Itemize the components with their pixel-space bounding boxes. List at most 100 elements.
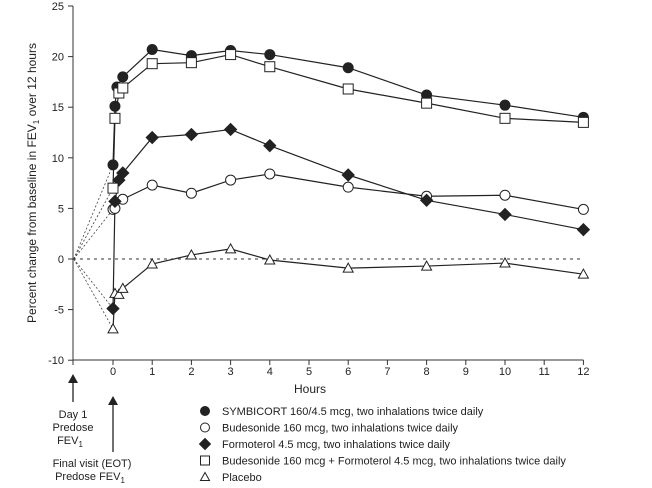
x-tick-label: 12 — [577, 366, 589, 378]
marker-filled-diamond — [116, 166, 130, 180]
legend-label: SYMBICORT 160/4.5 mcg, two inhalations t… — [222, 406, 484, 418]
svg-text:Predose FEV1: Predose FEV1 — [55, 471, 125, 485]
marker-filled-diamond — [106, 301, 120, 316]
y-tick-label: 10 — [52, 153, 64, 165]
x-tick-label: 9 — [463, 366, 469, 378]
marker-open-triangle — [199, 471, 211, 481]
y-tick-label: 5 — [58, 203, 64, 215]
marker-filled-circle — [499, 99, 511, 111]
marker-filled-diamond — [576, 222, 591, 237]
marker-filled-diamond — [184, 127, 199, 142]
marker-filled-diamond — [341, 168, 355, 182]
marker-filled-diamond — [498, 207, 512, 222]
x-tick-label: 4 — [267, 366, 273, 378]
arrow-up-icon — [68, 374, 78, 383]
marker-filled-diamond — [145, 130, 159, 145]
marker-open-circle — [146, 179, 158, 191]
marker-open-square — [264, 61, 276, 73]
marker-open-triangle — [499, 257, 511, 268]
marker-filled-diamond — [108, 194, 122, 209]
marker-open-circle — [342, 181, 354, 193]
marker-filled-circle — [342, 62, 354, 74]
marker-open-square — [185, 57, 197, 69]
marker-open-square — [107, 182, 119, 194]
y-tick-label: 25 — [52, 1, 64, 13]
marker-filled-circle — [109, 100, 121, 112]
y-tick-label: -10 — [48, 355, 64, 367]
arrow-up-icon — [108, 396, 118, 405]
marker-open-circle — [185, 187, 197, 199]
x-tick-label: 1 — [149, 366, 155, 378]
marker-filled-circle — [264, 49, 276, 61]
legend-label: Budesonide 160 mcg, two inhalations twic… — [222, 423, 459, 435]
x-tick-label: 6 — [345, 366, 351, 378]
day1-annotation: Day 1 Predose FEV1 — [53, 409, 94, 449]
marker-open-circle — [577, 203, 589, 215]
marker-open-triangle — [224, 242, 237, 254]
plot-area — [73, 44, 591, 334]
legend-label: Budesonide 160 mcg + Formoterol 4.5 mcg,… — [222, 456, 566, 468]
x-tick-label: 11 — [538, 366, 549, 378]
marker-open-triangle — [263, 253, 276, 265]
series-line — [112, 248, 584, 329]
y-axis-label: Percent change from baseline in FEV1 ove… — [25, 43, 41, 323]
baseline-dashed-connector — [73, 164, 114, 260]
x-tick-label: 8 — [424, 366, 430, 378]
baseline-dashed-connector — [73, 187, 114, 260]
x-tick-label: 7 — [384, 366, 390, 378]
marker-open-triangle — [146, 258, 159, 269]
marker-open-square — [200, 455, 210, 466]
x-tick-label: 2 — [188, 366, 194, 378]
y-tick-label: 20 — [52, 52, 64, 64]
marker-open-triangle — [420, 260, 433, 271]
marker-open-triangle — [342, 262, 355, 273]
y-tick-label: 0 — [58, 254, 64, 266]
marker-open-circle — [264, 168, 276, 180]
marker-filled-circle — [200, 406, 210, 416]
series-line — [112, 128, 584, 309]
marker-open-triangle — [116, 282, 129, 293]
marker-filled-circle — [146, 44, 158, 56]
marker-open-square — [499, 112, 511, 124]
marker-filled-diamond — [198, 437, 212, 451]
marker-open-square — [225, 49, 237, 61]
marker-filled-circle — [107, 159, 119, 171]
x-tick-label: 10 — [499, 366, 511, 378]
y-tick-label: 15 — [52, 102, 64, 114]
svg-text:Predose: Predose — [53, 422, 94, 434]
marker-open-circle — [225, 174, 237, 186]
legend-label: Placebo — [222, 472, 262, 484]
svg-text:Day 1: Day 1 — [59, 409, 88, 421]
marker-filled-circle — [117, 71, 129, 83]
marker-open-triangle — [577, 268, 590, 279]
marker-open-circle — [200, 422, 210, 433]
marker-open-triangle — [185, 248, 198, 260]
marker-open-square — [117, 82, 129, 94]
marker-filled-diamond — [263, 138, 277, 153]
marker-open-square — [577, 116, 589, 128]
baseline-dashed-connector — [73, 258, 114, 330]
marker-open-square — [109, 112, 121, 124]
final-visit-annotation: Final visit (EOT) Predose FEV1 — [53, 458, 132, 485]
marker-filled-diamond — [223, 122, 238, 137]
y-tick-label: -5 — [54, 305, 64, 317]
marker-filled-diamond — [419, 193, 434, 208]
marker-open-triangle — [113, 288, 125, 299]
marker-open-square — [342, 83, 354, 95]
x-tick-label: 3 — [228, 366, 234, 378]
x-axis-label: Hours — [294, 382, 326, 396]
marker-open-triangle — [107, 322, 119, 334]
baseline-dashed-connector — [73, 209, 114, 260]
svg-text:FEV1: FEV1 — [57, 435, 83, 449]
svg-text:Final visit (EOT): Final visit (EOT) — [53, 458, 132, 470]
marker-open-square — [421, 97, 433, 109]
legend: SYMBICORT 160/4.5 mcg, two inhalations t… — [198, 406, 566, 484]
marker-open-square — [146, 58, 158, 70]
baseline-dashed-connector — [73, 258, 114, 309]
series-line — [112, 53, 584, 189]
legend-label: Formoterol 4.5 mcg, two inhalations twic… — [222, 439, 451, 451]
marker-open-circle — [499, 189, 511, 201]
x-tick-label: 5 — [306, 366, 312, 378]
